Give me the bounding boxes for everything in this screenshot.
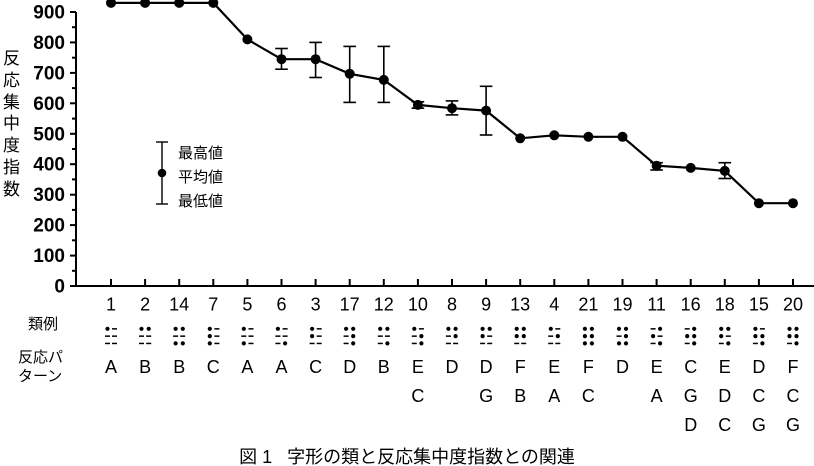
svg-text:20: 20 <box>783 295 803 315</box>
svg-text:100: 100 <box>33 246 65 267</box>
svg-text:C: C <box>752 386 765 406</box>
svg-text:18: 18 <box>715 295 735 315</box>
svg-text:C: C <box>309 357 322 377</box>
svg-text:B: B <box>173 357 185 377</box>
svg-text:C: C <box>582 386 595 406</box>
svg-text:13: 13 <box>510 295 530 315</box>
svg-text:900: 900 <box>33 3 65 24</box>
svg-text:G: G <box>752 415 766 435</box>
svg-text:G: G <box>479 386 493 406</box>
svg-text:B: B <box>514 386 526 406</box>
svg-text:D: D <box>752 357 765 377</box>
svg-text:F: F <box>515 357 526 377</box>
svg-text:4: 4 <box>549 295 559 315</box>
svg-text:15: 15 <box>749 295 769 315</box>
svg-text:7: 7 <box>208 295 218 315</box>
svg-text:16: 16 <box>681 295 701 315</box>
svg-text:14: 14 <box>169 295 189 315</box>
svg-text:F: F <box>788 357 799 377</box>
svg-text:D: D <box>446 357 459 377</box>
svg-text:A: A <box>548 386 560 406</box>
svg-text:3: 3 <box>311 295 321 315</box>
svg-text:C: C <box>684 357 697 377</box>
svg-text:9: 9 <box>481 295 491 315</box>
svg-text:G: G <box>684 386 698 406</box>
svg-text:500: 500 <box>33 124 65 145</box>
svg-text:F: F <box>583 357 594 377</box>
svg-text:B: B <box>139 357 151 377</box>
svg-text:1: 1 <box>106 295 116 315</box>
svg-text:200: 200 <box>33 216 65 237</box>
svg-text:E: E <box>651 357 663 377</box>
svg-text:21: 21 <box>578 295 598 315</box>
svg-text:E: E <box>548 357 560 377</box>
svg-text:A: A <box>651 386 663 406</box>
svg-text:A: A <box>241 357 253 377</box>
svg-text:D: D <box>684 415 697 435</box>
svg-text:5: 5 <box>242 295 252 315</box>
svg-text:D: D <box>616 357 629 377</box>
svg-text:D: D <box>718 386 731 406</box>
svg-text:700: 700 <box>33 63 65 84</box>
svg-text:B: B <box>378 357 390 377</box>
svg-text:C: C <box>411 386 424 406</box>
svg-text:19: 19 <box>612 295 632 315</box>
svg-text:G: G <box>786 415 800 435</box>
svg-text:E: E <box>412 357 424 377</box>
svg-text:D: D <box>480 357 493 377</box>
svg-text:0: 0 <box>54 277 65 298</box>
svg-text:11: 11 <box>647 295 666 315</box>
svg-text:C: C <box>787 386 800 406</box>
svg-text:17: 17 <box>340 295 360 315</box>
svg-text:D: D <box>343 357 356 377</box>
svg-text:12: 12 <box>374 295 394 315</box>
svg-text:600: 600 <box>33 94 65 115</box>
svg-text:10: 10 <box>408 295 428 315</box>
svg-text:300: 300 <box>33 185 65 206</box>
svg-text:400: 400 <box>33 155 65 176</box>
svg-text:C: C <box>718 415 731 435</box>
svg-text:8: 8 <box>447 295 457 315</box>
svg-text:800: 800 <box>33 33 65 54</box>
svg-text:2: 2 <box>140 295 150 315</box>
svg-text:A: A <box>105 357 117 377</box>
svg-text:6: 6 <box>276 295 286 315</box>
svg-text:E: E <box>719 357 731 377</box>
svg-text:A: A <box>275 357 287 377</box>
svg-text:C: C <box>207 357 220 377</box>
